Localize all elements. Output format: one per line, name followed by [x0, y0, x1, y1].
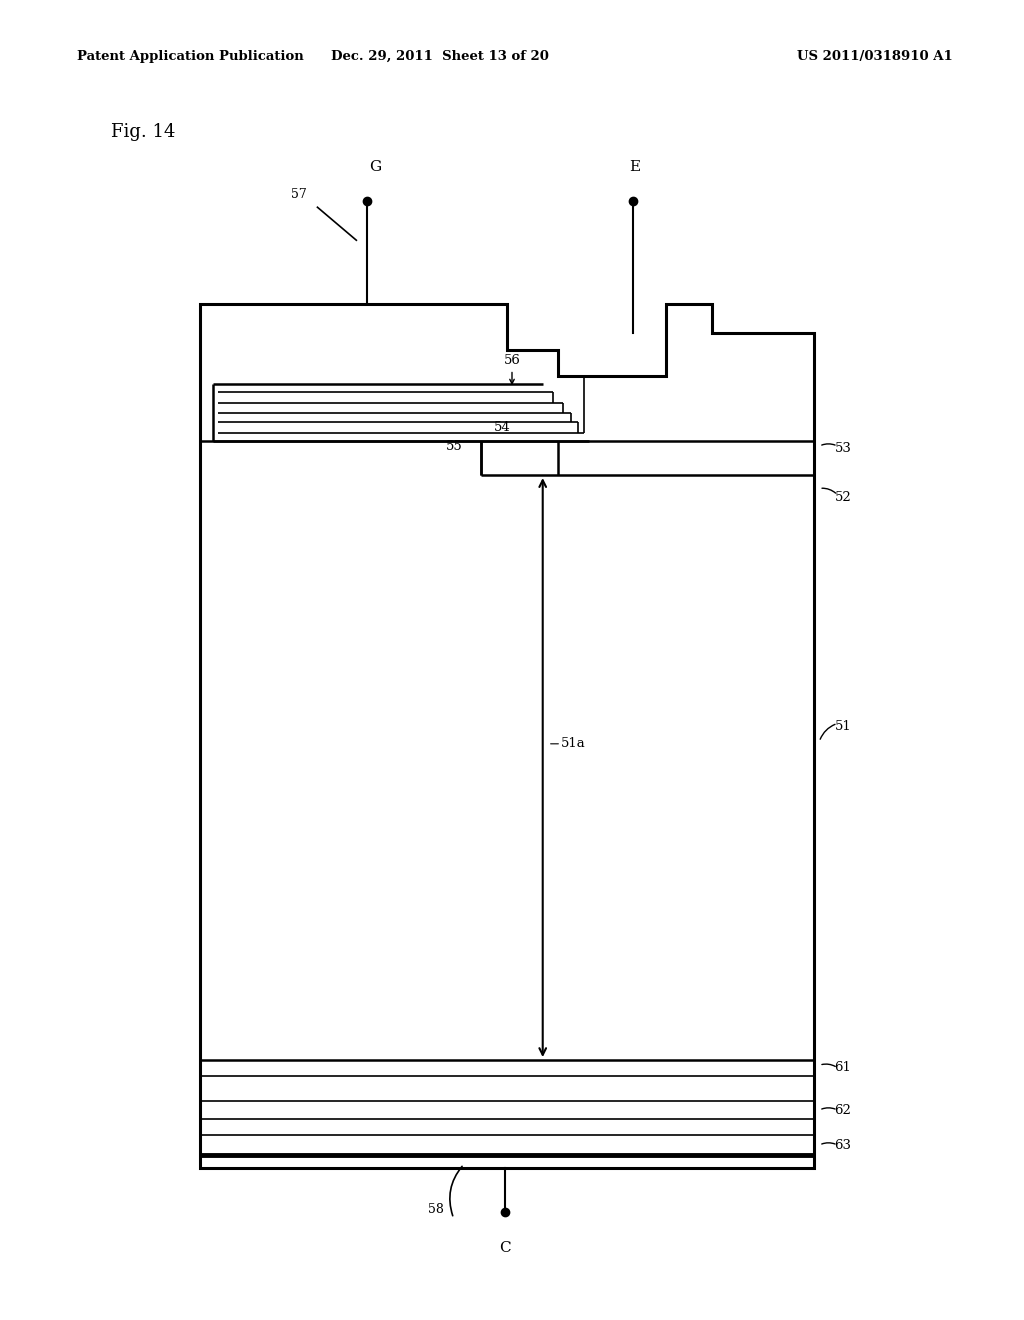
Text: G: G	[369, 160, 381, 174]
Text: 55: 55	[446, 440, 463, 453]
Bar	[200, 1135, 814, 1155]
Text: 51a: 51a	[561, 738, 586, 750]
Text: 58: 58	[427, 1203, 443, 1216]
Text: 63: 63	[835, 1139, 852, 1151]
Text: C: C	[499, 1241, 511, 1255]
Text: 52: 52	[835, 491, 851, 504]
Text: Dec. 29, 2011  Sheet 13 of 20: Dec. 29, 2011 Sheet 13 of 20	[332, 50, 549, 63]
Text: 51: 51	[835, 719, 851, 733]
Text: 61: 61	[835, 1061, 851, 1074]
Text: Patent Application Publication: Patent Application Publication	[77, 50, 303, 63]
Text: Fig. 14: Fig. 14	[111, 123, 175, 141]
Text: E: E	[630, 160, 640, 174]
Polygon shape	[200, 304, 814, 1168]
Text: 62: 62	[835, 1104, 851, 1117]
Text: 53: 53	[835, 442, 851, 455]
Bar	[200, 1101, 814, 1119]
Text: 56: 56	[504, 354, 520, 367]
Text: 57: 57	[292, 187, 307, 201]
Text: US 2011/0318910 A1: US 2011/0318910 A1	[797, 50, 952, 63]
Text: 54: 54	[494, 421, 510, 434]
